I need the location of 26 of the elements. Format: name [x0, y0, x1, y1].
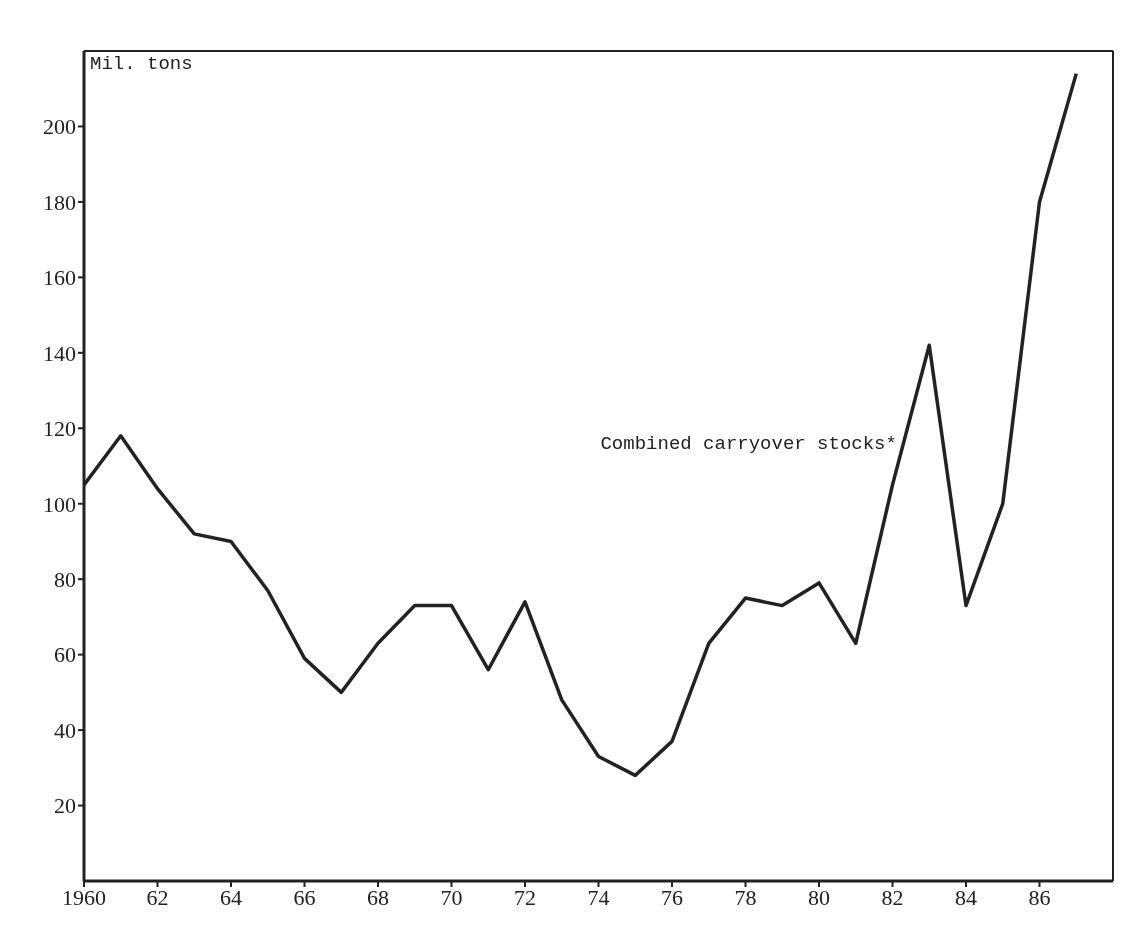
y-tick-label: 100: [43, 491, 76, 517]
x-tick-label: 1960: [62, 884, 106, 910]
y-axis-title: Mil. tons: [90, 53, 193, 75]
x-tick-label: 70: [440, 884, 463, 910]
y-tick-label: 60: [54, 642, 76, 668]
x-tick-label: 66: [293, 884, 316, 910]
x-tick-label: 78: [734, 884, 757, 910]
x-tick-label: 68: [367, 884, 389, 910]
x-tick-label: 64: [220, 884, 242, 910]
y-tick-label: 20: [54, 793, 76, 819]
x-tick-label: 82: [881, 884, 904, 910]
x-tick-label: 62: [146, 884, 169, 910]
x-tick-label: 74: [587, 884, 610, 910]
x-tick-label: 80: [808, 884, 830, 910]
y-tick-label: 140: [43, 340, 76, 366]
y-tick-label: 40: [54, 717, 76, 743]
x-tick-label: 72: [514, 884, 536, 910]
y-tick-label: 120: [43, 416, 76, 442]
x-tick-label: 76: [661, 884, 683, 910]
y-tick-label: 80: [54, 566, 76, 592]
y-tick-label: 200: [43, 114, 76, 140]
x-tick-label: 86: [1028, 884, 1051, 910]
series-label: Combined carryover stocks*: [600, 432, 897, 455]
x-tick-label: 84: [955, 884, 977, 910]
y-tick-label: 160: [43, 265, 76, 291]
y-tick-label: 180: [43, 189, 76, 215]
